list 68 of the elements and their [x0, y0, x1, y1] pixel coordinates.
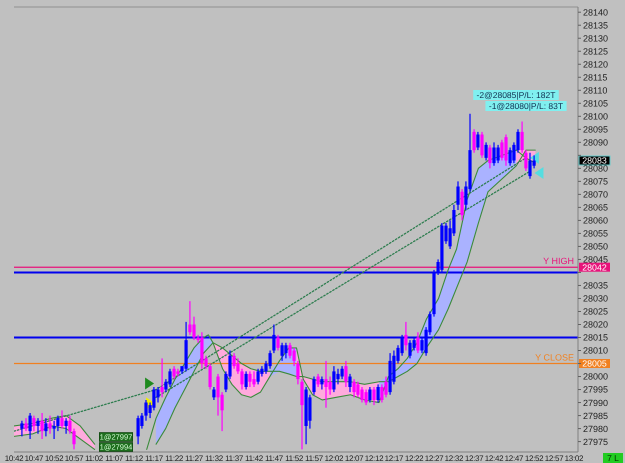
x-tick-label: 12:32 — [444, 454, 464, 463]
x-tick-label: 11:32 — [204, 454, 224, 463]
text: 7 L — [607, 453, 620, 463]
x-tick-label: 11:57 — [305, 454, 324, 463]
x-tick-label: 12:07 — [344, 454, 364, 463]
y-tick-label: 28135 — [583, 20, 608, 30]
ref-line-label: Y HIGH — [543, 256, 574, 266]
y-tick-label: 28000 — [583, 372, 608, 382]
x-tick-label: 12:17 — [384, 454, 404, 463]
y-tick-label: 27975 — [583, 436, 608, 447]
text: 28042 — [582, 262, 607, 272]
x-tick-label: 12:52 — [524, 454, 544, 463]
y-tick-label: 28090 — [583, 138, 608, 148]
y-tick-label: 28050 — [583, 242, 608, 252]
y-tick-label: 28010 — [583, 346, 608, 356]
x-tick-label: 12:02 — [324, 454, 344, 463]
text: 28005 — [582, 358, 607, 369]
y-tick-label: 28105 — [583, 98, 608, 108]
x-tick-label: 12:27 — [424, 454, 444, 463]
y-tick-label: 28100 — [583, 112, 608, 122]
y-tick-label: 28020 — [583, 320, 608, 330]
y-tick-label: 28055 — [583, 228, 608, 239]
x-tick-label: 10:42 — [4, 454, 24, 463]
y-tick-label: 28070 — [583, 190, 608, 200]
x-tick-label: 12:37 — [464, 454, 484, 463]
x-tick-label: 12:57 — [544, 454, 564, 463]
y-tick-label: 28045 — [583, 254, 608, 265]
y-tick-label: 28115 — [583, 72, 608, 82]
x-tick-label: 12:12 — [364, 454, 384, 463]
x-tick-label: 11:37 — [225, 454, 244, 463]
x-tick-label: 11:42 — [245, 454, 264, 463]
annotation: -1@28080|P/L: 83T — [488, 101, 564, 111]
x-tick-label: 13:02 — [564, 454, 584, 463]
x-tick-label: 10:52 — [44, 454, 64, 463]
y-tick-label: 28015 — [583, 332, 608, 343]
y-tick-label: 28080 — [583, 164, 608, 174]
x-tick-label: 12:47 — [504, 454, 524, 463]
y-tick-label: 27985 — [583, 410, 608, 421]
x-tick-label: 11:12 — [125, 454, 144, 463]
y-tick-label: 27995 — [583, 384, 608, 395]
x-tick-label: 12:42 — [484, 454, 504, 463]
y-tick-label: 28030 — [583, 294, 608, 304]
annotation: -2@28085|P/L: 182T — [476, 90, 556, 100]
x-tick-label: 11:02 — [84, 454, 104, 463]
x-tick-label: 11:22 — [165, 454, 184, 463]
x-tick-label: 11:47 — [264, 454, 284, 463]
ref-line-label: Y CLOSE — [535, 352, 574, 363]
x-tick-label: 11:52 — [285, 454, 304, 463]
y-tick-label: 28140 — [583, 7, 608, 18]
y-tick-label: 28060 — [583, 216, 608, 226]
y-tick-label: 28065 — [583, 202, 608, 213]
y-tick-label: 28035 — [583, 280, 608, 291]
x-tick-label: 11:27 — [185, 454, 204, 463]
y-tick-label: 27990 — [583, 398, 608, 408]
y-tick-label: 28095 — [583, 124, 608, 135]
x-tick-label: 11:07 — [105, 454, 124, 463]
y-tick-label: 28130 — [583, 33, 608, 44]
x-tick-label: 10:47 — [24, 454, 44, 463]
y-tick-label: 28075 — [583, 176, 608, 187]
y-tick-label: 27980 — [583, 424, 608, 434]
y-tick-label: 28125 — [583, 46, 608, 56]
y-tick-label: 28025 — [583, 306, 608, 317]
y-tick-label: 28120 — [583, 59, 608, 70]
text: 28083 — [582, 156, 607, 166]
y-tick-label: 28110 — [583, 85, 608, 96]
x-tick-label: 10:57 — [64, 454, 84, 463]
x-tick-label: 12:22 — [404, 454, 424, 463]
x-tick-label: 11:17 — [144, 454, 164, 463]
